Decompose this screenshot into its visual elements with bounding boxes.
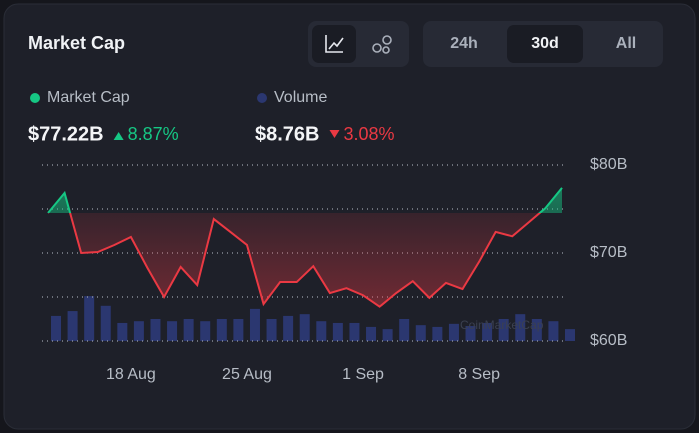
volume-bar [415,325,426,341]
y-tick-label: $70B [590,244,627,261]
volume-bar [565,329,575,341]
volume-bar [299,314,310,341]
candle-view-button[interactable] [372,35,392,54]
legend-dot [30,93,40,103]
x-tick-label: 25 Aug [222,366,272,383]
x-tick-label: 8 Sep [458,366,500,383]
stat-change: 8.87% [128,124,179,144]
y-tick-label: $60B [590,332,627,349]
volume-bar [233,319,244,341]
volume-bar [332,322,343,341]
volume-bar [117,322,128,341]
volume-bar [465,326,476,341]
line-down [48,212,542,308]
volume-bar [150,319,161,341]
volume-bar [531,319,542,341]
volume-bar [548,321,559,341]
title: Market Cap [28,33,125,53]
volume-bar [200,321,211,341]
legend-label: Market Cap [47,89,130,106]
volume-bar [498,319,509,341]
range-button[interactable]: All [616,35,636,52]
volume-bar [266,319,277,341]
volume-bar [183,319,194,341]
stat-value: $77.22B [28,123,104,145]
volume-bar [67,311,78,341]
legend-label: Volume [274,89,327,106]
range-active [507,25,583,63]
volume-bar [432,326,443,341]
volume-bar [133,321,144,341]
change-arrow [113,132,124,140]
x-tick-label: 18 Aug [106,366,156,383]
x-tick-label: 1 Sep [342,366,384,383]
range-button[interactable]: 24h [450,35,478,52]
volume-bar [366,326,377,341]
volume-bar [316,321,327,341]
volume-bar [515,314,526,341]
volume-bar [283,315,294,341]
volume-bar [249,308,260,341]
volume-bar [399,319,410,341]
volume-bar [167,321,178,341]
y-tick-label: $80B [590,156,627,173]
stat-value: $8.76B [255,123,320,145]
volume-bar [100,305,111,341]
volume-bar [349,322,360,341]
volume-bar [448,323,459,341]
change-arrow [329,130,340,138]
volume-bar [51,315,61,341]
range-button[interactable]: 30d [531,35,559,52]
volume-bar [216,319,227,341]
stat-change: 3.08% [344,124,395,144]
legend-dot [257,93,267,103]
volume-bar [382,329,393,341]
volume-bar [84,296,95,341]
watermark: CoinMarketCap [460,318,544,332]
line-icon [325,35,344,53]
area-fill-down [70,212,540,307]
volume-bar [482,322,493,341]
